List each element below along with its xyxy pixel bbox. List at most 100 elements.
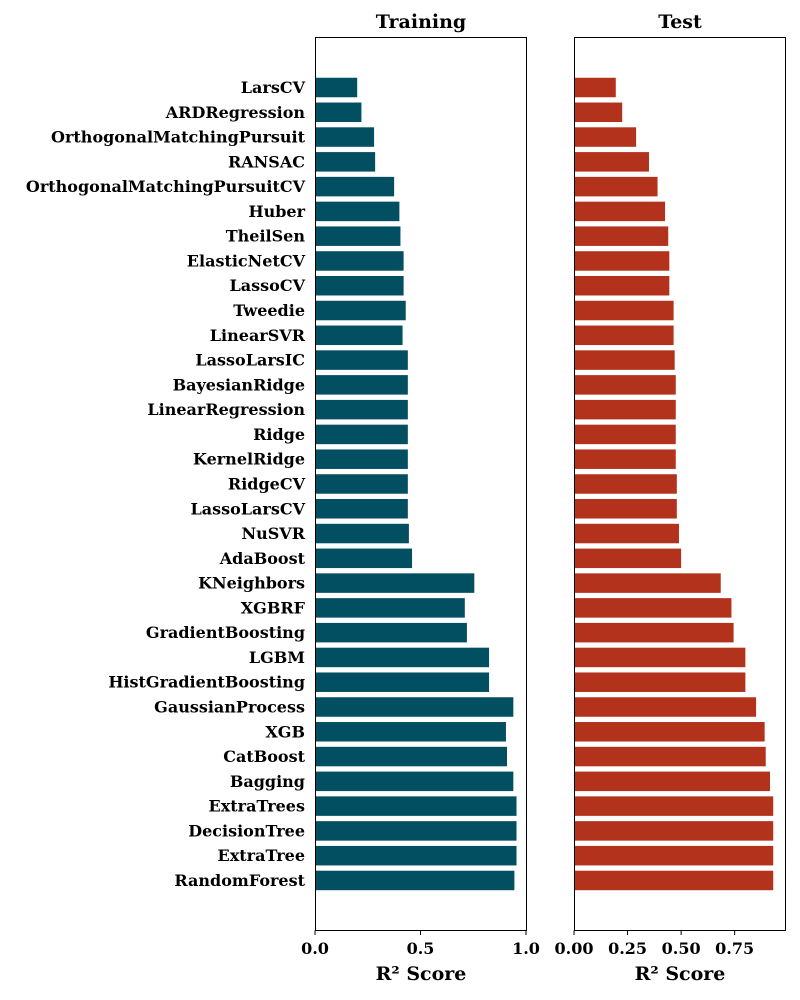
category-label: LinearRegression — [147, 400, 305, 419]
training-bar-elasticnetcv — [315, 251, 404, 271]
test-bar-decisiontree — [574, 821, 774, 841]
training-bar-kernelridge — [315, 449, 408, 469]
training-bar-randomforest — [315, 870, 515, 891]
category-label: XGBRF — [241, 598, 306, 617]
training-bar-orthogonalmatchingpursuitcv — [315, 176, 395, 197]
test-bar-nusvr — [574, 523, 679, 544]
category-label: KernelRidge — [193, 450, 305, 469]
training-bar-gradientboosting — [315, 622, 467, 643]
category-label: Ridge — [253, 425, 305, 444]
category-label: KNeighbors — [198, 574, 305, 593]
category-label: LGBM — [249, 648, 305, 667]
test-bar-extratrees — [574, 796, 774, 816]
training-bar-ardregression — [315, 102, 362, 123]
x-tick-label: 1.0 — [512, 939, 540, 958]
training-bar-bagging — [315, 771, 514, 792]
category-label: LinearSVR — [210, 326, 306, 345]
x-tick-label: 0.5 — [407, 939, 435, 958]
category-label: Bagging — [230, 772, 305, 791]
category-label: AdaBoost — [219, 549, 306, 568]
test-bar-ransac — [574, 152, 649, 172]
test-bar-extratree — [574, 845, 774, 866]
training-bar-ransac — [315, 152, 376, 172]
test-bar-bayesianridge — [574, 375, 676, 395]
test-bar-ridge — [574, 424, 676, 445]
category-label: BayesianRidge — [173, 375, 305, 394]
test-bar-lassolarscv — [574, 499, 677, 519]
category-label: GaussianProcess — [154, 698, 305, 717]
training-panel-title: Training — [376, 11, 466, 33]
x-tick-label: 0.00 — [555, 939, 594, 958]
test-bar-gaussianprocess — [574, 697, 757, 717]
test-bar-theilsen — [574, 226, 669, 246]
training-bar-catboost — [315, 746, 508, 767]
training-bar-larscv — [315, 77, 358, 98]
training-bar-ridge — [315, 424, 408, 445]
test-bar-histgradientboosting — [574, 672, 746, 692]
category-label: NuSVR — [241, 524, 305, 543]
training-bar-linearregression — [315, 399, 408, 420]
category-label: CatBoost — [223, 747, 305, 766]
test-bar-catboost — [574, 746, 766, 767]
training-bar-lgbm — [315, 647, 490, 668]
test-bar-ridgecv — [574, 474, 677, 494]
category-label: OrthogonalMatchingPursuit — [51, 128, 306, 147]
test-bar-elasticnetcv — [574, 251, 670, 271]
training-bar-huber — [315, 201, 400, 222]
test-axes-frame — [574, 37, 786, 931]
x-tick-label: 0.75 — [715, 939, 754, 958]
training-axes-frame — [315, 37, 527, 931]
category-label: Tweedie — [233, 301, 305, 320]
category-label: RidgeCV — [228, 474, 306, 493]
test-bar-gradientboosting — [574, 622, 734, 643]
x-tick-label: 0.25 — [608, 939, 647, 958]
category-label: HistGradientBoosting — [108, 673, 305, 692]
training-bar-lassocv — [315, 275, 404, 296]
category-label: ElasticNetCV — [187, 251, 306, 270]
x-tick-label: 0.50 — [662, 939, 701, 958]
test-bar-huber — [574, 201, 666, 222]
test-bar-kneighbors — [574, 573, 721, 593]
test-bar-orthogonalmatchingpursuit — [574, 127, 637, 147]
test-x-axis-label: R² Score — [635, 963, 726, 985]
category-label: LarsCV — [241, 78, 306, 97]
category-label: TheilSen — [226, 227, 306, 246]
category-label: RANSAC — [228, 152, 305, 171]
test-bar-ardregression — [574, 102, 623, 123]
training-bar-lassolarsic — [315, 350, 408, 370]
category-label: LassoCV — [230, 276, 306, 295]
test-bar-lassolarsic — [574, 350, 675, 370]
test-bar-randomforest — [574, 870, 774, 891]
category-label: ExtraTree — [218, 846, 305, 865]
test-bar-tweedie — [574, 300, 674, 321]
test-bar-xgbrf — [574, 598, 732, 618]
training-bar-histgradientboosting — [315, 672, 490, 692]
category-label: LassoLarsCV — [190, 499, 305, 518]
training-bar-ridgecv — [315, 474, 408, 494]
test-bar-linearsvr — [574, 325, 674, 346]
category-label: ExtraTrees — [209, 797, 305, 816]
training-bar-linearsvr — [315, 325, 403, 346]
training-bar-theilsen — [315, 226, 401, 246]
test-bars — [574, 77, 774, 891]
test-bar-larscv — [574, 77, 616, 98]
category-label: OrthogonalMatchingPursuitCV — [26, 177, 306, 196]
test-panel-title: Test — [658, 11, 702, 33]
training-bar-orthogonalmatchingpursuit — [315, 127, 375, 147]
category-label: RandomForest — [174, 871, 305, 890]
training-bar-nusvr — [315, 523, 409, 544]
test-bar-adaboost — [574, 548, 682, 569]
training-bar-extratree — [315, 845, 517, 866]
training-bar-bayesianridge — [315, 375, 408, 395]
training-bars — [315, 77, 517, 891]
category-label: Huber — [248, 202, 305, 221]
training-x-axis-label: R² Score — [376, 963, 467, 985]
test-bar-kernelridge — [574, 449, 676, 469]
test-bar-bagging — [574, 771, 771, 792]
category-label: GradientBoosting — [146, 623, 305, 642]
training-bar-xgb — [315, 722, 506, 742]
test-bar-lassocv — [574, 275, 670, 296]
training-bar-extratrees — [315, 796, 517, 816]
category-label: DecisionTree — [188, 821, 305, 840]
